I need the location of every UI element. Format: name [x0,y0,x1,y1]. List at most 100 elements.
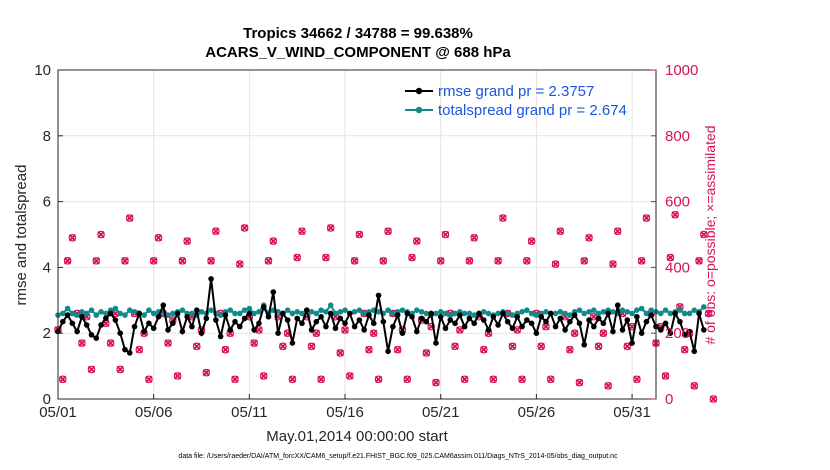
obs-possible-point [441,230,450,239]
totalspread-point [461,310,468,317]
obs-possible-point [523,257,531,265]
totalspread-point [165,312,171,318]
totalspread-point [504,310,511,317]
totalspread-point [103,310,109,317]
obs-possible-point [518,375,526,384]
rmse-point [174,310,181,317]
totalspread-point [227,307,234,313]
chart-subtitle: ACARS_V_WIND_COMPONENT @ 688 hPa [205,44,511,61]
obs-possible-point [106,339,115,347]
obs-assimilated-point [403,375,411,383]
totalspread-point [562,310,568,317]
obs-assimilated-point [623,342,631,350]
rmse-point [366,312,372,318]
rmse-point [179,328,186,335]
obs-possible-point [427,322,435,331]
obs-possible-point [121,257,129,265]
totalspread-point [480,309,487,315]
obs-possible-point [709,395,718,403]
obs-possible-point [451,342,459,351]
totalspread-point [112,305,119,312]
obs-assimilated-point [183,237,191,245]
obs-assimilated-point [394,346,402,354]
y-axis-label-right: # of obs: o=possible; ×=assimilated [702,125,718,344]
rmse-point [318,313,324,320]
obs-assimilated-point [513,326,521,334]
obs-possible-point [336,349,345,357]
obs-possible-point [408,253,416,262]
rmse-point [193,307,200,313]
totalspread-point [69,310,76,317]
chart-title: Tropics 34662 / 34788 = 99.638% [243,25,473,42]
totalspread-point [323,309,329,315]
obs-possible-point [379,257,388,265]
obs-assimilated-point [695,257,703,265]
obs-assimilated-point [164,339,172,347]
rmse-point [146,320,152,327]
obs-assimilated-point [609,260,617,268]
obs-possible-point [125,214,134,222]
obs-assimilated-point [78,339,86,347]
totalspread-point [232,310,238,317]
rmse-point [380,318,387,325]
obs-possible-point [259,372,268,380]
totalspread-point [629,310,635,317]
totalspread-point [83,310,90,317]
obs-assimilated-point [260,372,268,380]
totalspread-point [437,309,444,315]
obs-possible-point [546,375,555,384]
rmse-point [500,310,506,317]
plot-frame [57,69,657,400]
obs-possible-point [671,210,679,219]
rmse-point [581,341,588,348]
totalspread-point [98,309,104,315]
rmse-point [222,312,229,318]
rmse-point [677,318,683,325]
rmse-point [547,310,554,317]
rmse-point [351,323,358,330]
totalspread-point [88,307,95,313]
y-tick-label-left: 10 [34,62,51,79]
obs-possible-point [499,214,507,222]
totalspread-point [638,305,645,312]
totalspread-point [643,310,650,317]
totalspread-point [318,307,324,313]
obs-possible-point [78,339,86,347]
rmse-point [385,348,391,355]
totalspread-point [543,309,549,315]
obs-possible-point [599,329,608,338]
totalspread-point [361,310,367,317]
obs-possible-point [566,345,574,354]
rmse-point [409,313,415,320]
totalspread-point [337,309,344,315]
totalspread-point [610,309,616,315]
totalspread-point [146,307,152,313]
totalspread-point [528,310,535,317]
legend-spread-marker [415,106,423,114]
rmse-point [557,315,564,322]
totalspread-point [418,309,425,315]
obs-assimilated-point [666,253,674,262]
obs-possible-point [585,233,593,242]
rmse-point [619,327,626,333]
obs-assimilated-point [556,227,564,235]
rmse-point [399,330,406,337]
obs-assimilated-point [700,230,708,239]
rmse-point [256,320,262,327]
rmse-point [504,318,511,325]
obs-possible-point [465,257,474,265]
obs-assimilated-point [59,375,67,383]
totalspread-point [131,309,138,315]
obs-possible-point [221,345,230,354]
obs-assimilated-point [465,257,474,265]
obs-assimilated-point [336,349,344,357]
obs-assimilated-point [231,375,239,383]
rmse-point [629,340,635,346]
obs-assimilated-point [523,257,531,265]
obs-assimilated-point [288,375,297,383]
obs-possible-point [551,260,560,268]
obs-possible-point [164,339,172,347]
obs-possible-point [250,339,258,347]
obs-possible-point [456,326,464,334]
rmse-point [241,315,248,322]
